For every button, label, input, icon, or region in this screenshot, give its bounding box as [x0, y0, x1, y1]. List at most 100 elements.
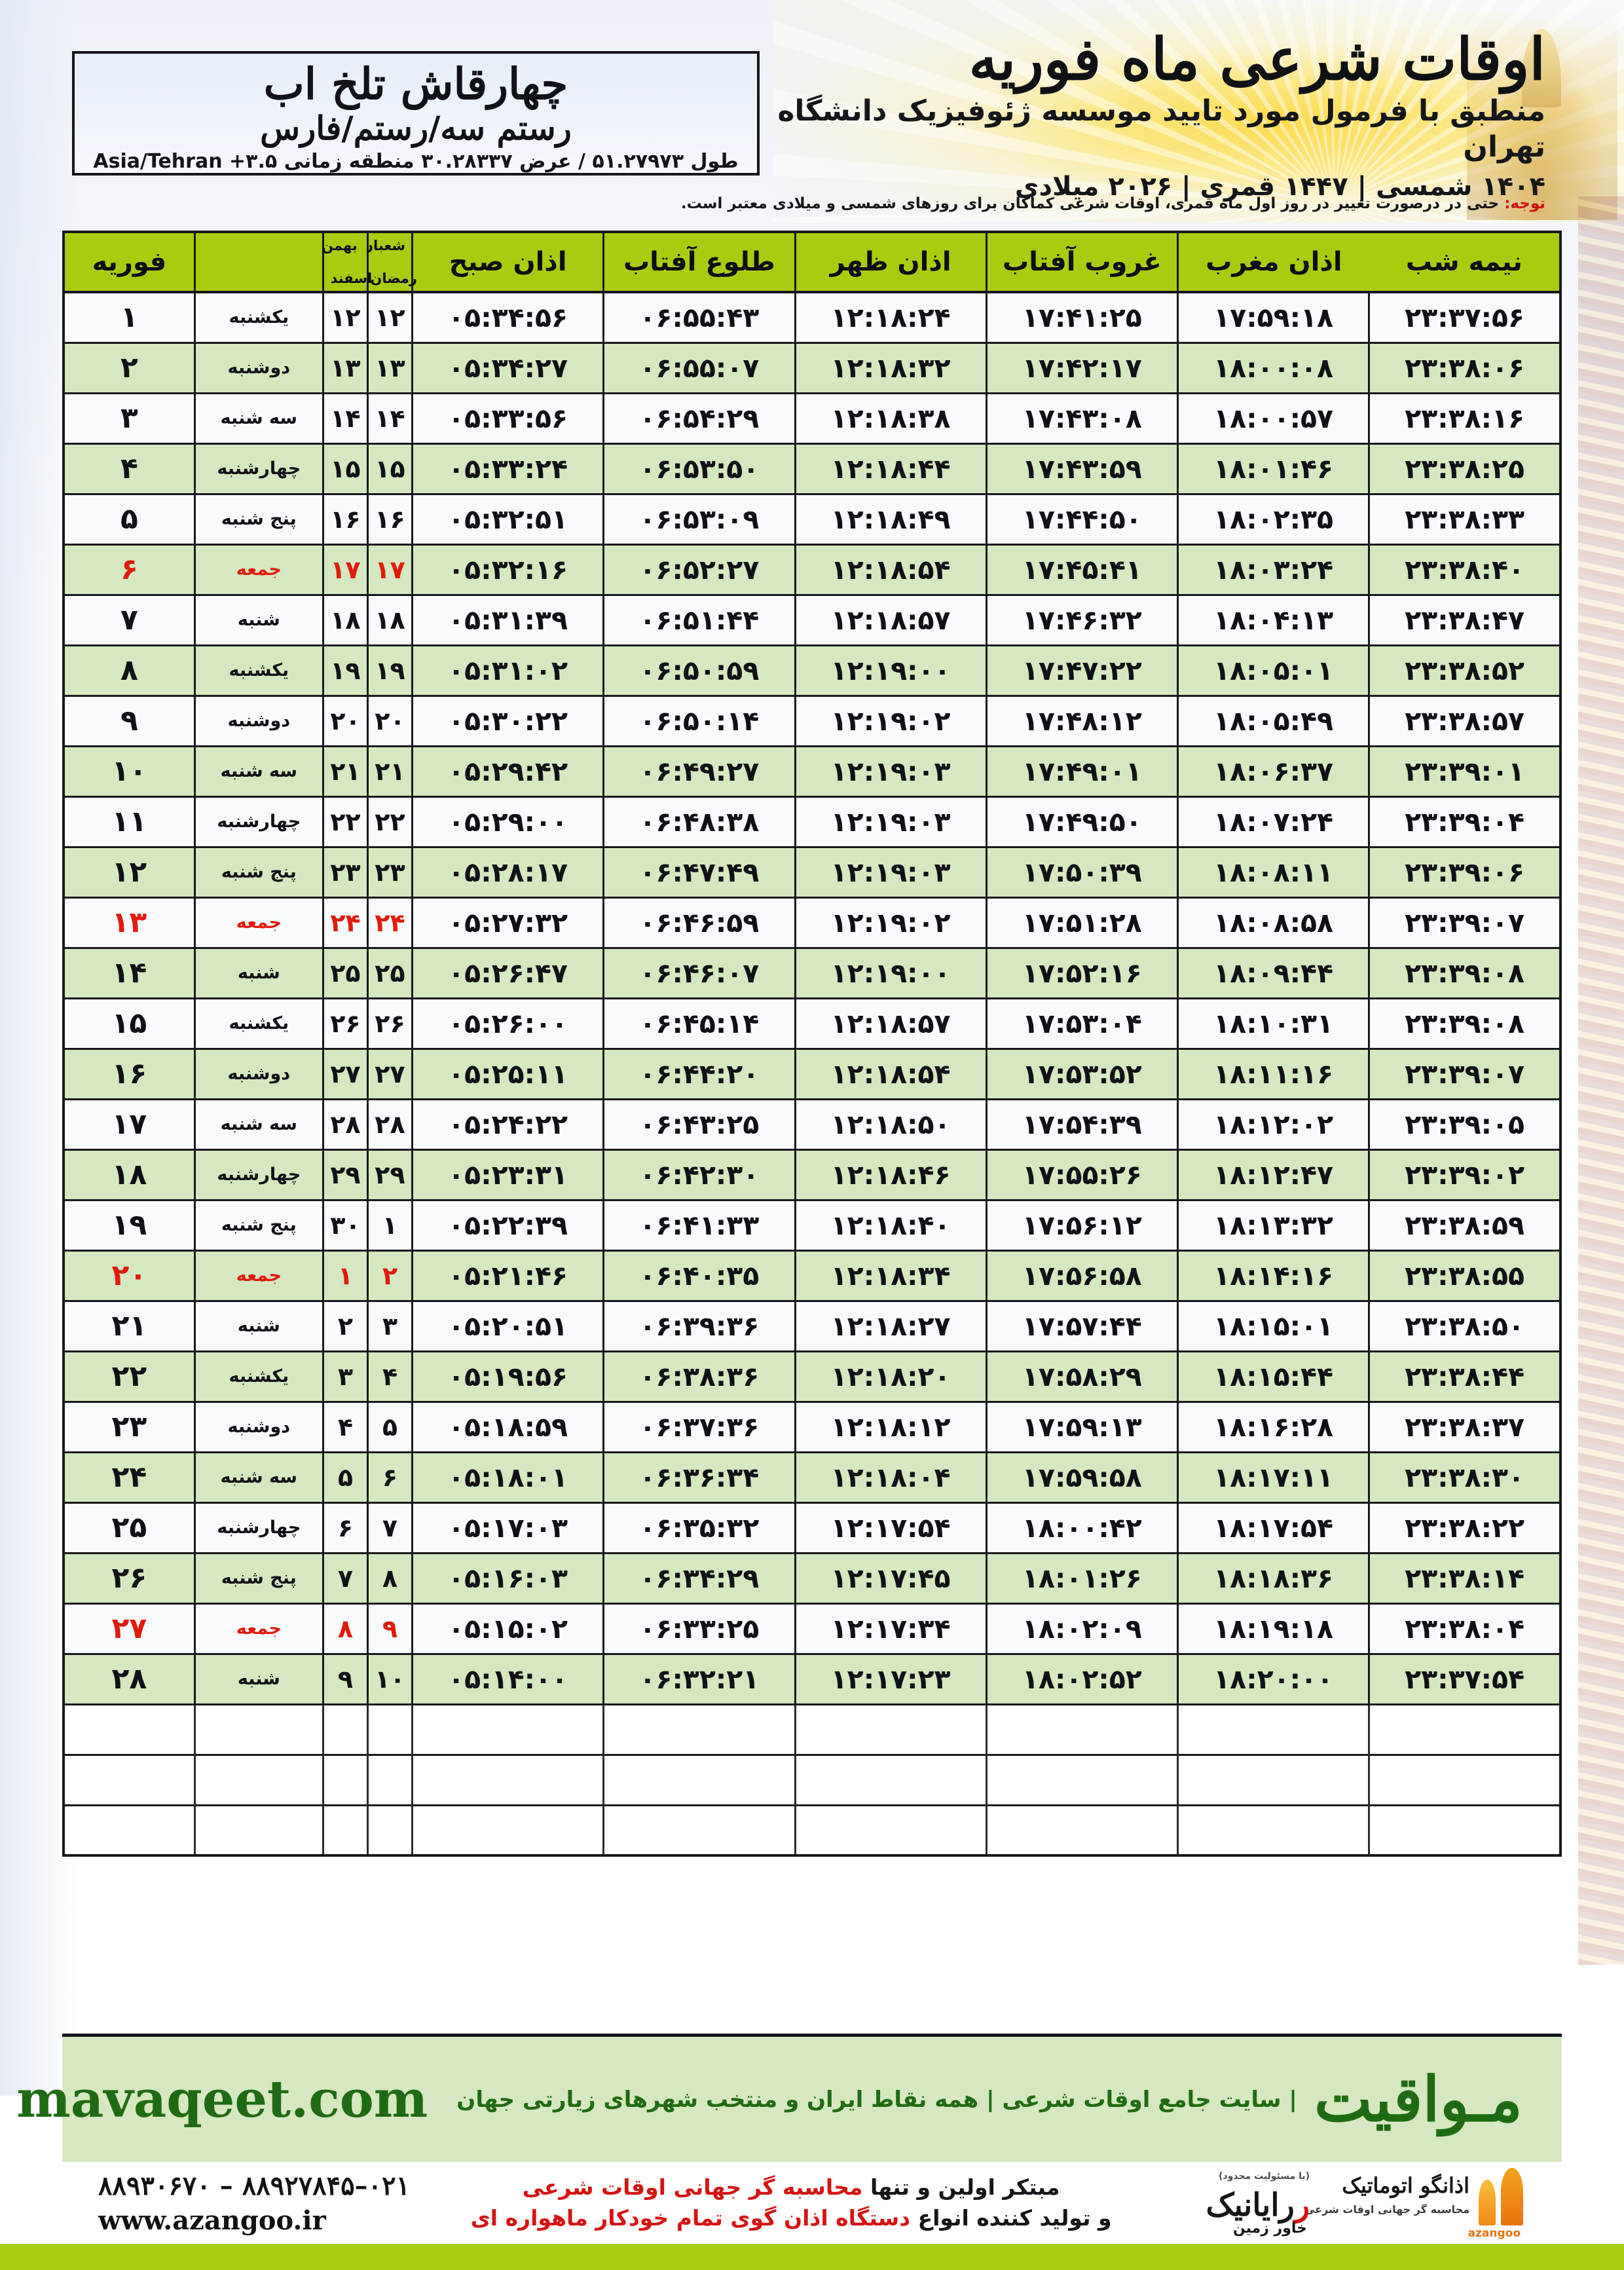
- cell-dhuhr: ۱۲:۱۸:۵۴: [794, 1047, 987, 1099]
- cell-solar-day: ۳۰: [322, 1199, 368, 1250]
- cell-midnight: ۲۳:۳۸:۳۳: [1368, 493, 1560, 544]
- cell-weekday: شنبه: [193, 1652, 323, 1704]
- prayer-times-table-wrap: نیمه شب اذان مغرب غروب آفتاب اذان ظهر طل…: [62, 231, 1562, 1857]
- cell-fajr: ۰۵:۲۱:۴۶: [411, 1249, 604, 1301]
- cell-maghrib: ۱۸:۱۲:۴۷: [1176, 1148, 1369, 1200]
- contact-block: ۰۲۱–۸۸۹۲۷۸۴۵ – ۸۸۹۳۰۶۷۰ www.azangoo.ir: [98, 2170, 410, 2236]
- cell-sunrise: ۰۶:۴۷:۴۹: [602, 846, 795, 897]
- table-row: ۲۳:۳۸:۵۵ ۱۸:۱۴:۱۶ ۱۷:۵۶:۵۸ ۱۲:۱۸:۳۴ ۰۶:۴۰:۳۵…: [64, 1249, 1560, 1301]
- cell-empty: [1176, 1753, 1369, 1805]
- azangoo-name-fa: اذانگو اتوماتیک: [1342, 2172, 1469, 2198]
- rayanic-legal-note: (با مسئولیت محدود): [1219, 2170, 1310, 2182]
- cell-dhuhr: ۱۲:۱۸:۴۶: [794, 1148, 987, 1200]
- cell-weekday: چهارشنبه: [193, 795, 323, 847]
- cell-solar-day: ۶: [322, 1501, 368, 1553]
- cell-lunar-day: ۱: [366, 1199, 413, 1250]
- cell-empty: [193, 1804, 323, 1855]
- cell-fajr: ۰۵:۱۶:۰۳: [411, 1552, 604, 1603]
- cell-midnight: ۲۳:۳۸:۰۶: [1368, 341, 1560, 393]
- cell-midnight: ۲۳:۳۷:۵۶: [1368, 291, 1560, 343]
- cell-empty: [193, 1703, 323, 1755]
- cell-empty: [602, 1703, 795, 1755]
- cell-gregorian-day: ۱۶: [64, 1047, 195, 1099]
- cell-fajr: ۰۵:۱۸:۰۱: [411, 1451, 604, 1502]
- cell-fajr: ۰۵:۲۹:۴۲: [411, 745, 604, 796]
- cell-solar-day: ۲: [322, 1299, 368, 1351]
- cell-lunar-day: ۱۷: [366, 543, 413, 595]
- cell-sunset: ۱۷:۵۵:۲۶: [985, 1148, 1178, 1200]
- cell-weekday: یکشنبه: [193, 291, 323, 343]
- cell-sunset: ۱۷:۵۹:۱۳: [985, 1400, 1178, 1452]
- table-row: ۲۳:۳۹:۰۴ ۱۸:۰۷:۲۴ ۱۷:۴۹:۵۰ ۱۲:۱۹:۰۳ ۰۶:۴۸:۳۸…: [64, 795, 1560, 847]
- cell-solar-day: ۲۳: [322, 846, 368, 897]
- cell-sunset: ۱۷:۵۴:۳۹: [985, 1098, 1178, 1149]
- cell-fajr: ۰۵:۱۷:۰۳: [411, 1501, 604, 1553]
- th-weekday: [193, 232, 323, 293]
- city-coordinates: طول ۵۱.۲۷۹۷۳ / عرض ۳۰.۲۸۳۳۷ منطقه زمانی …: [93, 149, 739, 173]
- cell-lunar-day: ۹: [366, 1602, 413, 1654]
- azangoo-name-en: azangoo: [1467, 2226, 1521, 2240]
- cell-weekday: یکشنبه: [193, 1350, 323, 1402]
- table-row: ۲۳:۳۸:۱۴ ۱۸:۱۸:۳۶ ۱۸:۰۱:۲۶ ۱۲:۱۷:۴۵ ۰۶:۳۴:۲۹…: [64, 1552, 1560, 1603]
- cell-midnight: ۲۳:۳۸:۳۰: [1368, 1451, 1560, 1502]
- table-row-empty: [62, 1804, 1560, 1855]
- cell-solar-day: ۲۱: [322, 745, 368, 796]
- cell-empty: [602, 1804, 795, 1855]
- cell-fajr: ۰۵:۱۴:۰۰: [411, 1652, 604, 1704]
- cell-maghrib: ۱۸:۰۹:۴۴: [1176, 946, 1369, 998]
- cell-solar-day: ۱۲: [322, 291, 368, 343]
- cell-sunset: ۱۷:۵۱:۲۸: [985, 896, 1178, 948]
- cell-sunset: ۱۷:۵۶:۱۲: [985, 1199, 1178, 1250]
- cell-solar-day: ۲۲: [322, 795, 368, 847]
- cell-weekday: دوشنبه: [193, 341, 323, 393]
- cell-dhuhr: ۱۲:۱۸:۵۴: [794, 543, 987, 595]
- cell-gregorian-day: ۹: [64, 694, 195, 746]
- cell-lunar-day: ۷: [366, 1501, 413, 1553]
- cell-sunrise: ۰۶:۴۶:۰۷: [602, 946, 795, 998]
- brand-website[interactable]: mavaqeet.com: [16, 2070, 428, 2129]
- table-row: ۲۳:۳۸:۵۲ ۱۸:۰۵:۰۱ ۱۷:۴۷:۲۲ ۱۲:۱۹:۰۰ ۰۶:۵۰:۵۹…: [64, 644, 1560, 696]
- cell-dhuhr: ۱۲:۱۷:۴۵: [794, 1552, 987, 1603]
- cell-lunar-day: ۲۶: [366, 997, 413, 1049]
- cell-maghrib: ۱۸:۲۰:۰۰: [1176, 1652, 1369, 1704]
- cell-weekday: دوشنبه: [193, 1047, 323, 1099]
- contact-website[interactable]: www.azangoo.ir: [98, 2205, 326, 2236]
- cell-dhuhr: ۱۲:۱۹:۰۳: [794, 846, 987, 897]
- th-solar-bottom: اسفند: [330, 270, 373, 286]
- cell-lunar-day: ۲۴: [366, 896, 413, 948]
- cell-sunrise: ۰۶:۴۰:۳۵: [602, 1249, 795, 1301]
- cell-maghrib: ۱۸:۱۹:۱۸: [1176, 1602, 1369, 1654]
- cell-lunar-day: ۲۸: [366, 1098, 413, 1149]
- minaret-icon: [1501, 2167, 1523, 2225]
- cell-sunrise: ۰۶:۴۲:۳۰: [602, 1148, 795, 1200]
- cell-weekday: دوشنبه: [193, 694, 323, 746]
- cell-fajr: ۰۵:۲۶:۰۰: [411, 997, 604, 1049]
- cell-sunrise: ۰۶:۳۴:۲۹: [602, 1552, 795, 1603]
- cell-fajr: ۰۵:۳۲:۵۱: [411, 493, 604, 544]
- cell-fajr: ۰۵:۳۰:۲۲: [411, 694, 604, 746]
- cell-midnight: ۲۳:۳۸:۴۴: [1368, 1350, 1560, 1402]
- cell-empty: [322, 1804, 368, 1855]
- mosque-dome-decoration: [1467, 10, 1617, 220]
- cell-empty: [1176, 1804, 1369, 1855]
- cell-empty: [985, 1703, 1178, 1755]
- cell-weekday: سه شنبه: [193, 745, 323, 796]
- cell-sunset: ۱۷:۴۳:۰۸: [985, 392, 1178, 443]
- rayanic-subtitle: خاور زمین: [1232, 2220, 1307, 2237]
- cell-sunrise: ۰۶:۵۳:۰۹: [602, 493, 795, 544]
- cell-dhuhr: ۱۲:۱۹:۰۳: [794, 795, 987, 847]
- sponsor-footer: اذانگو اتوماتیک محاسبه گر جهانی اوقات شر…: [0, 2162, 1624, 2244]
- cell-dhuhr: ۱۲:۱۹:۰۲: [794, 694, 987, 746]
- cell-empty: [411, 1804, 604, 1855]
- cell-gregorian-day: ۶: [64, 543, 195, 595]
- cell-fajr: ۰۵:۳۳:۲۴: [411, 442, 604, 494]
- th-sunrise: طلوع آفتاب: [602, 232, 795, 293]
- slogan-line-1: مبتکر اولین و تنها محاسبه گر جهانی اوقات…: [436, 2172, 1146, 2203]
- th-midnight: نیمه شب: [1369, 232, 1560, 293]
- cell-empty: [366, 1804, 413, 1855]
- cell-sunrise: ۰۶:۴۹:۲۷: [602, 745, 795, 796]
- cell-weekday: جمعه: [193, 1602, 323, 1654]
- table-row: ۲۳:۳۸:۴۰ ۱۸:۰۳:۲۴ ۱۷:۴۵:۴۱ ۱۲:۱۸:۵۴ ۰۶:۵۲:۲۷…: [64, 543, 1560, 595]
- cell-weekday: یکشنبه: [193, 997, 323, 1049]
- cell-maghrib: ۱۸:۱۲:۰۲: [1176, 1098, 1369, 1149]
